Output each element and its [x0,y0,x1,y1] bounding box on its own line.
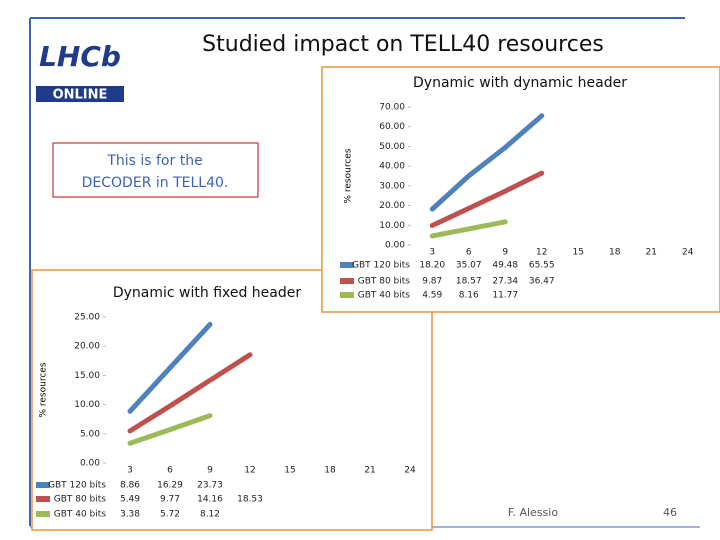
table-value: 49.48 [492,261,518,271]
legend-swatch [340,278,354,284]
logo: LHCb ONLINE [36,40,124,103]
table-value: 16.29 [157,481,183,491]
table-value: 23.73 [197,481,223,491]
legend-label: GBT 80 bits [54,495,107,505]
legend-label: GBT 120 bits [48,481,106,491]
legend-swatch [36,482,50,488]
x-tick-label: 15 [284,466,295,476]
series-line [127,321,213,414]
x-tick-label: 9 [502,248,508,258]
page-number: 46 [663,506,677,519]
y-tick-label: 20.00 [379,201,405,211]
y-tick-label: 25.00 [74,313,100,323]
logo-text: LHCb [39,40,121,73]
x-tick-label: 3 [127,466,133,476]
note-line: DECODER in TELL40. [82,175,229,191]
charts: Dynamic with fixed header % resources 0.00… [31,66,720,531]
x-tick-label: 21 [364,466,375,476]
chart: Dynamic with dynamic header % resources 0.… [321,66,720,313]
x-tick-label: 18 [609,248,621,258]
table-value: 9.87 [422,277,442,287]
table-value: 18.20 [419,261,445,271]
y-tick-label: 70.00 [379,103,405,113]
series-line [429,219,508,239]
x-tick-label: 21 [646,248,657,258]
table-value: 35.07 [456,261,482,271]
chart-frame [31,269,433,531]
y-axis-label: % resources [344,148,354,203]
x-tick-label: 12 [536,248,547,258]
y-tick-label: 40.00 [379,162,405,172]
table-value: 5.72 [160,510,180,520]
legend-swatch [36,511,50,517]
table-value: 18.53 [237,495,263,505]
x-tick-label: 6 [167,466,173,476]
chart-frame [321,66,720,313]
y-tick-label: 15.00 [74,371,100,381]
table-value: 27.34 [492,277,518,287]
legend-label: GBT 40 bits [54,510,107,520]
table-value: 11.77 [492,291,518,301]
series-line [127,352,253,434]
table-value: 5.49 [120,495,140,505]
table-value: 8.16 [459,291,479,301]
series-line [429,113,545,212]
author: F. Alessio [508,506,558,519]
x-tick-label: 3 [429,248,435,258]
note-box [52,142,259,198]
logo-sub: ONLINE [53,88,108,103]
slide-title: Studied impact on TELL40 resources [202,32,604,57]
y-tick-label: 10.00 [379,221,405,231]
y-axis-label: % resources [39,362,49,417]
series-line [127,413,213,446]
legend-label: GBT 40 bits [358,291,411,301]
x-tick-label: 15 [573,248,584,258]
x-tick-label: 9 [207,466,213,476]
note-line: This is for the [106,153,202,169]
table-value: 65.55 [529,261,555,271]
legend-label: GBT 80 bits [358,277,411,287]
table-value: 14.16 [197,495,223,505]
chart: Dynamic with fixed header % resources 0.00… [31,269,433,531]
chart-title: Dynamic with fixed header [113,285,302,301]
y-tick-label: 60.00 [379,122,405,132]
table-value: 9.77 [160,495,180,505]
y-tick-label: 0.00 [385,241,405,251]
legend-label: GBT 120 bits [352,261,410,271]
table-value: 4.59 [422,291,442,301]
table-value: 36.47 [529,277,555,287]
series-line [429,170,545,229]
table-value: 18.57 [456,277,482,287]
x-tick-label: 6 [466,248,472,258]
y-tick-label: 50.00 [379,142,405,152]
table-value: 8.86 [120,481,140,491]
x-tick-label: 24 [682,248,694,258]
legend-swatch [340,292,354,298]
logo-band [36,86,124,102]
x-tick-label: 24 [404,466,416,476]
table-value: 3.38 [120,510,140,520]
y-tick-label: 10.00 [74,400,100,410]
y-tick-label: 5.00 [80,429,100,439]
x-tick-label: 12 [244,466,255,476]
y-tick-label: 30.00 [379,181,405,191]
y-tick-label: 20.00 [74,342,100,352]
chart-title: Dynamic with dynamic header [413,75,627,91]
y-tick-label: 0.00 [80,459,100,469]
x-tick-label: 18 [324,466,336,476]
table-value: 8.12 [200,510,220,520]
legend-swatch [36,496,50,502]
legend-swatch [340,262,354,268]
